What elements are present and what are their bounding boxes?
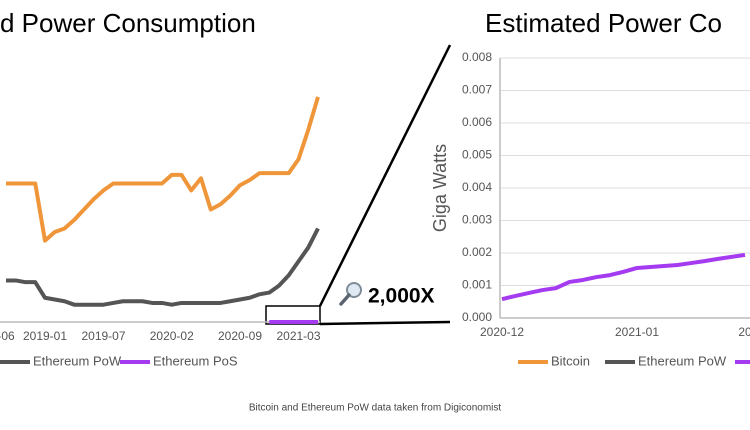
x-tick-label: 2020-12 bbox=[480, 325, 524, 339]
zoom-connector bbox=[319, 320, 451, 326]
x-tick-label: 2021-01 bbox=[615, 325, 659, 339]
y-tick-label: 0.007 bbox=[462, 83, 492, 97]
x-tick-label: 2020-09 bbox=[218, 329, 262, 343]
series-line bbox=[6, 96, 320, 243]
y-tick-label: 0.008 bbox=[462, 50, 492, 64]
x-tick-label: 2019-01 bbox=[23, 329, 67, 343]
series-line bbox=[501, 252, 746, 302]
legend-label: Ethereum PoW bbox=[638, 353, 727, 368]
zoom-annotation: 2,000X bbox=[368, 285, 435, 308]
y-tick-label: 0.003 bbox=[462, 213, 492, 227]
legend-label: Bitcoin bbox=[551, 353, 590, 368]
chart-title: d Power Consumption bbox=[0, 8, 256, 38]
x-tick-label: 2020-02 bbox=[150, 329, 194, 343]
magnifier-icon bbox=[339, 282, 362, 306]
y-tick-label: 0.001 bbox=[462, 278, 492, 292]
source-note: Bitcoin and Ethereum PoW data taken from… bbox=[249, 403, 502, 414]
y-axis-title: Giga Watts bbox=[430, 144, 450, 232]
x-tick-label: -06 bbox=[0, 329, 15, 343]
x-tick-label: 2019-07 bbox=[81, 329, 125, 343]
chart-title: Estimated Power Co bbox=[485, 8, 722, 38]
y-tick-label: 0.000 bbox=[462, 310, 492, 324]
zoom-connector bbox=[318, 44, 452, 307]
y-tick-label: 0.006 bbox=[462, 115, 492, 129]
legend-label: Ethereum PoS bbox=[153, 353, 238, 368]
x-tick-label: 20 bbox=[738, 325, 750, 339]
legend-label: Ethereum PoW bbox=[33, 353, 122, 368]
y-tick-label: 0.002 bbox=[462, 245, 492, 259]
y-tick-label: 0.004 bbox=[462, 180, 492, 194]
x-tick-label: 2021-03 bbox=[276, 329, 320, 343]
y-tick-label: 0.005 bbox=[462, 148, 492, 162]
zoom-box bbox=[265, 305, 321, 325]
series-line bbox=[6, 227, 320, 307]
